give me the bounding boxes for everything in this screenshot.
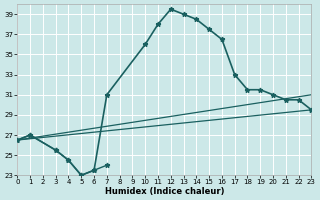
X-axis label: Humidex (Indice chaleur): Humidex (Indice chaleur) [105, 187, 224, 196]
